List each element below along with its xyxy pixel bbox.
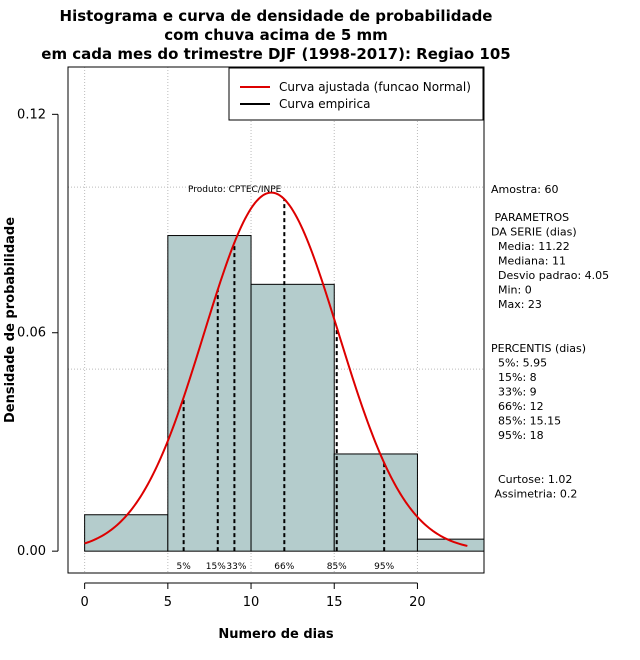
x-tick-label: 20	[409, 595, 426, 610]
amostra-label: Amostra: 60	[491, 183, 558, 196]
parametros-line: Desvio padrao: 4.05	[491, 269, 609, 282]
histogram-bar	[250, 283, 335, 552]
percentis-line: 5%: 5.95	[491, 357, 547, 370]
x-axis-title: Numero de dias	[218, 627, 334, 642]
legend-label-fit: Curva ajustada (funcao Normal)	[279, 80, 471, 94]
percentis-line: PERCENTIS (dias)	[491, 342, 586, 355]
legend: Curva ajustada (funcao Normal) Curva emp…	[228, 67, 484, 121]
produto-label: Produto: CPTEC/INPE	[188, 185, 282, 195]
percentile-label: 95%	[374, 562, 394, 572]
percentile-label: 66%	[274, 562, 294, 572]
percentis-line: 66%: 12	[491, 400, 544, 413]
title-line-2: com chuva acima de 5 mm	[164, 26, 388, 44]
parametros-line: Media: 11.22	[491, 240, 570, 253]
legend-box	[228, 67, 484, 121]
plot-frame	[67, 66, 485, 574]
parametros-block: PARAMETROS DA SERIE (dias) Media: 11.22 M…	[491, 211, 609, 311]
percentile-label: 5%	[177, 562, 192, 572]
shape-block: Curtose: 1.02 Assimetria: 0.2	[491, 473, 577, 501]
parametros-line: Min: 0	[491, 284, 532, 297]
legend-label-empirical: Curva empirica	[279, 97, 370, 111]
shape-line: Assimetria: 0.2	[491, 488, 577, 501]
parametros-line: Mediana: 11	[491, 255, 566, 268]
percentis-line: 85%: 15.15	[491, 415, 561, 428]
histogram-bar	[84, 514, 169, 552]
percentis-line: 95%: 18	[491, 429, 544, 442]
histogram-bar	[333, 453, 418, 552]
x-tick-label: 0	[80, 595, 88, 610]
normal-fit-curve-group	[84, 191, 468, 547]
parametros-line: PARAMETROS	[491, 211, 569, 224]
parametros-line: Max: 23	[491, 298, 542, 311]
percentile-lines	[182, 199, 386, 552]
chart-title: Histograma e curva de densidade de proba…	[41, 7, 510, 63]
percentis-line: 33%: 9	[491, 386, 537, 399]
x-tick-label: 15	[326, 595, 343, 610]
x-tick-label: 10	[243, 595, 260, 610]
percentile-label: 15%	[206, 562, 226, 572]
y-axis-title: Densidade de probabilidade	[3, 217, 18, 423]
shape-line: Curtose: 1.02	[491, 473, 572, 486]
parametros-line: DA SERIE (dias)	[491, 226, 577, 239]
x-tick-label: 5	[164, 595, 172, 610]
y-tick-label: 0.12	[17, 107, 46, 122]
normal-fit-curve	[84, 191, 468, 547]
y-axis: 0.00 0.06 0.12	[17, 107, 59, 559]
percentile-labels: 5% 15% 33% 66% 85% 95%	[177, 562, 395, 572]
title-line-1: Histograma e curva de densidade de proba…	[60, 7, 493, 25]
histogram-bars	[84, 235, 485, 552]
percentile-label: 85%	[327, 562, 347, 572]
percentis-block: PERCENTIS (dias) 5%: 5.95 15%: 8 33%: 9 …	[491, 342, 586, 442]
y-tick-label: 0.00	[17, 544, 46, 559]
percentile-label: 33%	[226, 562, 246, 572]
title-line-3: em cada mes do trimestre DJF (1998-2017)…	[41, 45, 510, 63]
x-axis: 0 5 10 15 20	[80, 582, 426, 610]
y-tick-label: 0.06	[17, 326, 46, 341]
percentis-line: 15%: 8	[491, 371, 537, 384]
histogram-bar	[167, 235, 252, 552]
